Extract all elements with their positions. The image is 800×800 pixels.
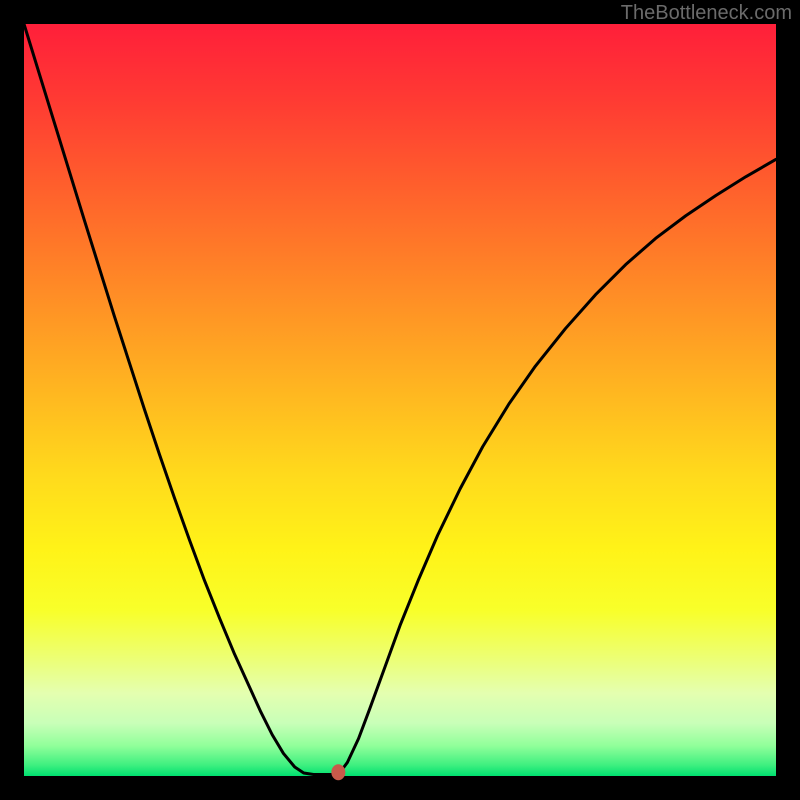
chart-svg [0,0,800,800]
optimum-marker [331,764,345,780]
chart-background [24,24,776,776]
bottleneck-chart: TheBottleneck.com [0,0,800,800]
watermark-text: TheBottleneck.com [621,2,792,25]
